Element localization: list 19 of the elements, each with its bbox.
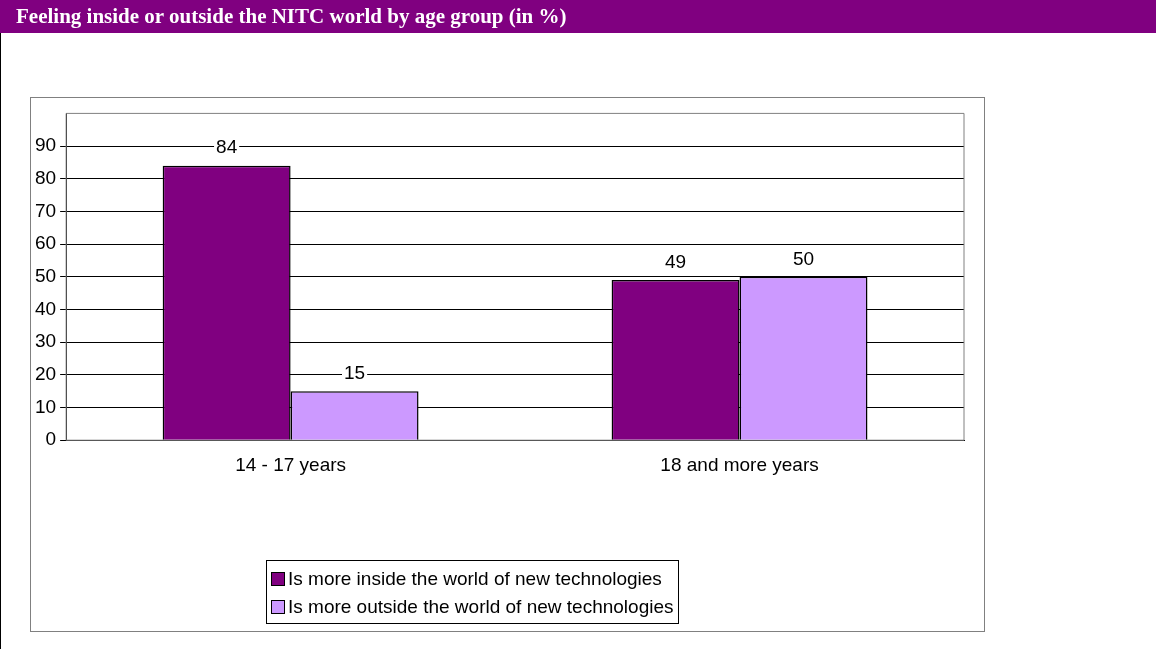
y-tick-label: 90 xyxy=(34,134,57,156)
chart-title: Feeling inside or outside the NITC world by age group (in %) xyxy=(0,0,1156,33)
data-label: 50 xyxy=(792,247,815,269)
legend-label: Is more outside the world of new technologies xyxy=(288,596,674,618)
legend-label: Is more inside the world of new technologies xyxy=(288,568,662,590)
y-tick-label: 60 xyxy=(34,232,57,254)
y-tick-label: 50 xyxy=(34,265,57,287)
y-tick-label: 80 xyxy=(34,166,57,188)
y-tick-label: 0 xyxy=(45,428,57,450)
y-tick-label: 40 xyxy=(34,297,57,319)
data-label: 15 xyxy=(344,361,366,383)
y-tick-label: 10 xyxy=(34,395,57,417)
x-tick-label: 14 - 17 years xyxy=(235,453,347,475)
y-tick-label: 30 xyxy=(34,330,57,352)
y-tick-label: 70 xyxy=(34,199,57,221)
data-label: 49 xyxy=(664,250,687,272)
x-tick-label: 18 and more years xyxy=(660,453,819,475)
y-tick-label: 20 xyxy=(34,363,57,385)
data-label: 84 xyxy=(216,136,238,158)
